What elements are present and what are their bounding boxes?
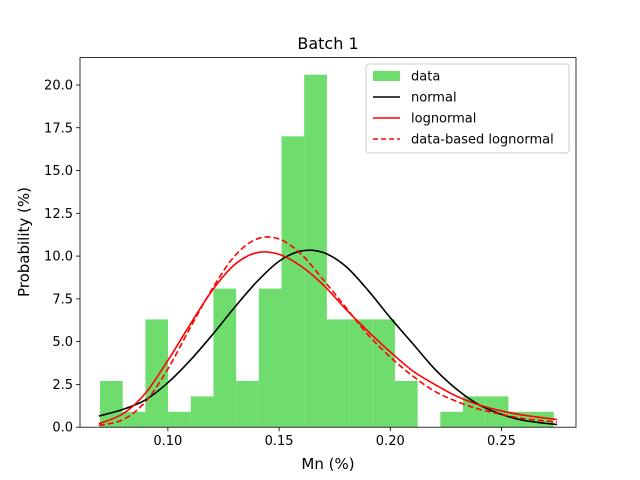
chart-title: Batch 1 <box>297 34 358 53</box>
x-axis-title: Mn (%) <box>301 455 354 473</box>
legend-box <box>365 63 570 154</box>
y-tick-label: 15.0 <box>44 164 73 179</box>
histogram-bar <box>100 381 123 428</box>
y-axis-ticks: 0.0 2.5 5.0 7.5 10.0 12.5 15.0 17.5 20.0 <box>44 78 80 436</box>
legend-label: data-based lognormal <box>411 133 554 148</box>
histogram-bar <box>372 319 395 428</box>
histogram-bar <box>394 381 418 428</box>
histogram-bar <box>168 411 191 428</box>
series-line-data-based-lognormal <box>98 236 558 427</box>
histogram-bar <box>463 396 486 428</box>
x-axis-ticks: 0.10 0.15 0.20 0.25 <box>153 427 516 449</box>
histogram-bar <box>145 319 169 428</box>
series-line-normal <box>98 249 558 426</box>
histogram-bar <box>213 288 237 428</box>
y-tick-label: 20.0 <box>44 78 73 93</box>
y-tick-label: 10.0 <box>44 250 73 265</box>
histogram-bars <box>100 74 554 428</box>
x-tick-label: 0.15 <box>265 434 294 449</box>
histogram-bar <box>326 319 350 428</box>
histogram-bar <box>236 381 259 428</box>
y-tick-label: 7.5 <box>52 292 73 307</box>
histogram-bar <box>349 319 373 428</box>
y-tick-label: 2.5 <box>52 378 73 393</box>
y-tick-label: 12.5 <box>44 207 73 222</box>
histogram-bar <box>440 411 464 428</box>
legend-swatch-data <box>373 71 400 81</box>
histogram-bar <box>190 396 214 428</box>
x-tick-label: 0.20 <box>376 434 405 449</box>
y-axis-title: Probability (%) <box>15 187 33 297</box>
histogram-bar <box>485 396 509 428</box>
y-tick-label: 17.5 <box>44 121 73 136</box>
legend-label: normal <box>411 91 457 106</box>
histogram-bar <box>281 136 305 428</box>
plot-frame <box>79 57 577 428</box>
x-tick-label: 0.25 <box>487 434 516 449</box>
histogram-bar <box>258 288 282 428</box>
legend: data normal lognormal data-based lognormal <box>365 63 570 154</box>
y-tick-label: 5.0 <box>52 335 73 350</box>
legend-label: data <box>411 70 440 85</box>
legend-label: lognormal <box>411 112 476 127</box>
x-tick-label: 0.10 <box>153 434 182 449</box>
series-line-lognormal <box>98 251 558 425</box>
fit-curves <box>98 236 558 427</box>
histogram-bar <box>122 411 146 428</box>
y-tick-label: 0.0 <box>52 421 73 436</box>
